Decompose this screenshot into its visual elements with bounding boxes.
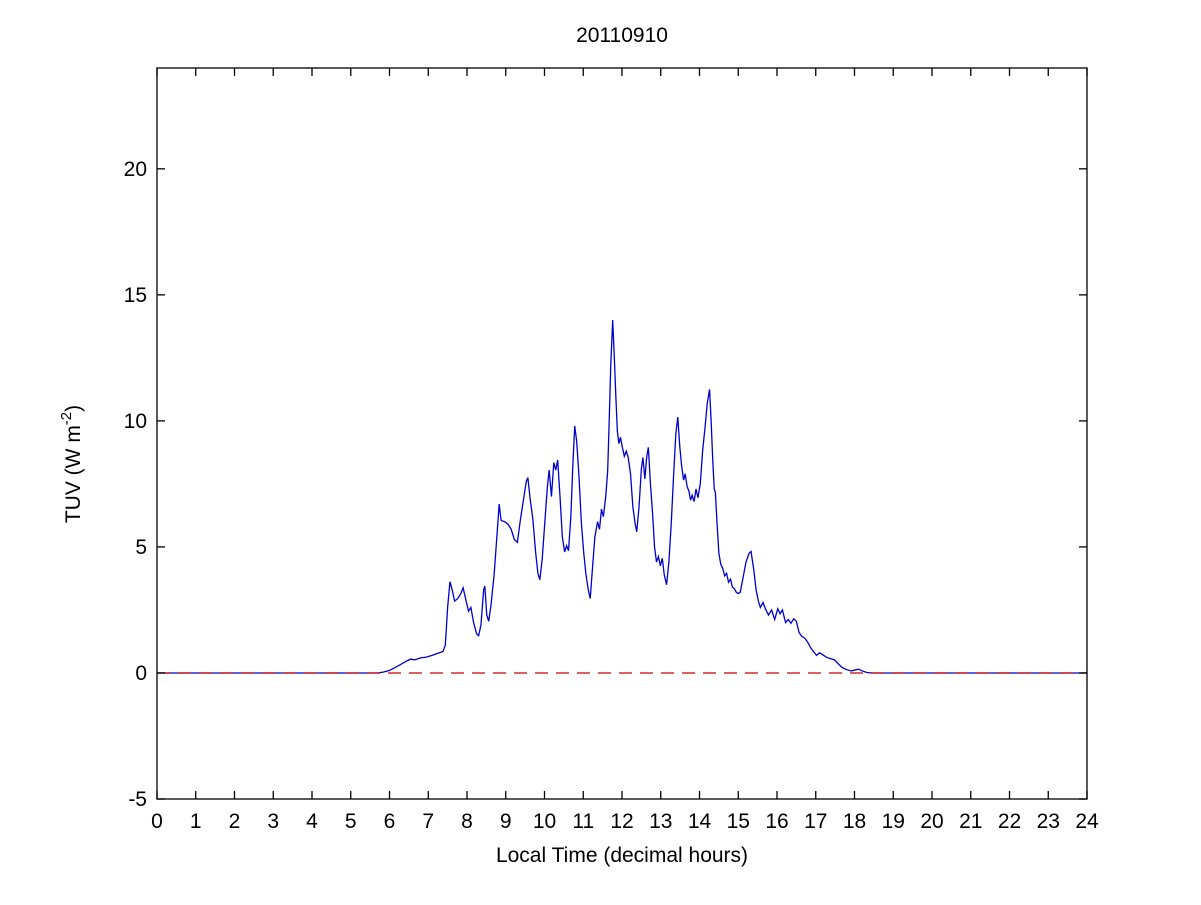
y-axis-label-prefix: TUV (W m (62, 425, 85, 523)
x-tick-label: 5 (345, 810, 357, 833)
x-tick-label: 23 (1037, 810, 1060, 833)
y-axis-label-suffix: ) (62, 405, 85, 412)
axis-layer (156, 67, 1088, 800)
x-tick-label: 16 (765, 810, 788, 833)
x-tick-label: 8 (461, 810, 473, 833)
x-tick-label: 15 (727, 810, 750, 833)
y-axis-label-superscript: -2 (58, 412, 75, 425)
x-tick-label: 2 (229, 810, 241, 833)
x-tick-label: 17 (804, 810, 827, 833)
y-axis-label: TUV (W m-2) (58, 405, 85, 523)
x-tick-label: 14 (688, 810, 712, 833)
y-tick-label: 0 (135, 662, 147, 685)
x-tick-label: 12 (610, 810, 633, 833)
x-tick-label: 13 (649, 810, 672, 833)
tuv-series-line (157, 320, 1087, 674)
x-tick-label: 19 (882, 810, 905, 833)
x-tick-label: 18 (843, 810, 866, 833)
x-tick-label: 9 (500, 810, 512, 833)
chart-title: 20110910 (576, 24, 668, 47)
series-layer (157, 320, 1087, 674)
tick-label-layer: 0 1 2 3 4 5 6 7 8 9 10 11 12 13 14 15 16 17 18 19 20 21 22 23 24… (124, 158, 1099, 833)
axis-box (156, 67, 1088, 800)
x-axis-label: Local Time (decimal hours) (496, 844, 748, 867)
x-tick-label: 22 (998, 810, 1021, 833)
x-tick-label: 6 (384, 810, 396, 833)
y-tick-label: 10 (124, 410, 147, 433)
y-tick-label: -5 (128, 788, 147, 811)
x-tick-label: 3 (267, 810, 279, 833)
x-tick-label: 4 (306, 810, 318, 833)
y-tick-label: 20 (124, 158, 147, 181)
x-tick-label: 11 (572, 810, 594, 833)
x-tick-label: 10 (533, 810, 556, 833)
x-tick-label: 0 (151, 810, 163, 833)
x-tick-label: 1 (190, 810, 202, 833)
x-tick-label: 24 (1075, 810, 1099, 833)
x-tick-label: 20 (920, 810, 943, 833)
x-tick-label: 7 (422, 810, 434, 833)
x-tick-label: 21 (959, 810, 982, 833)
y-tick-label: 15 (124, 284, 147, 307)
y-tick-label: 5 (135, 536, 147, 559)
